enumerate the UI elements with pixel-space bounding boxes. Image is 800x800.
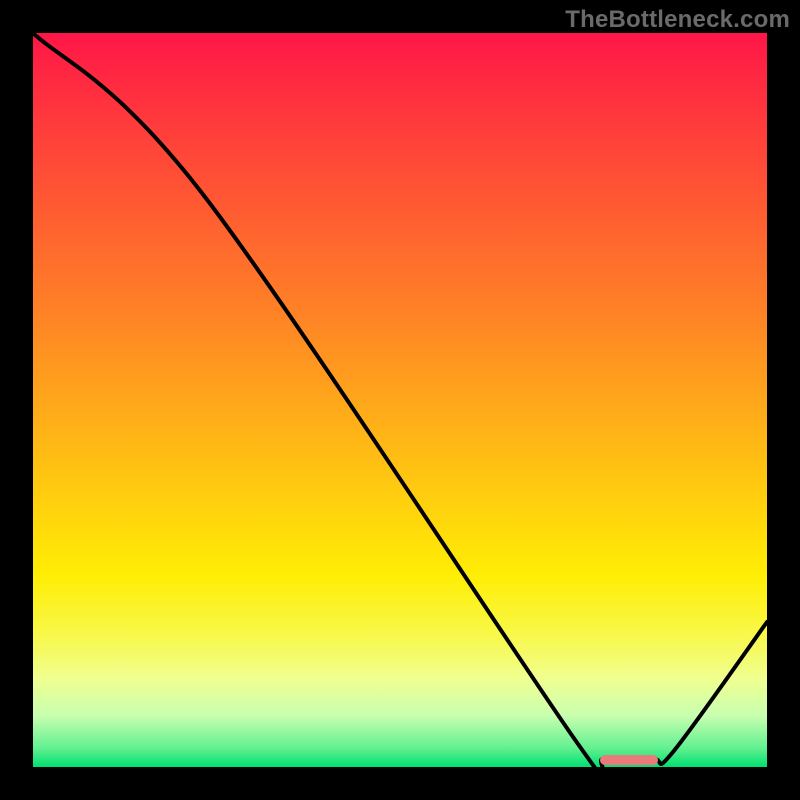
chart-frame: TheBottleneck.com [0,0,800,800]
optimal-range-marker [600,755,658,765]
watermark-text: TheBottleneck.com [565,6,790,34]
plot-area [33,33,767,767]
curve-path [33,33,767,767]
curve-line [33,33,767,767]
